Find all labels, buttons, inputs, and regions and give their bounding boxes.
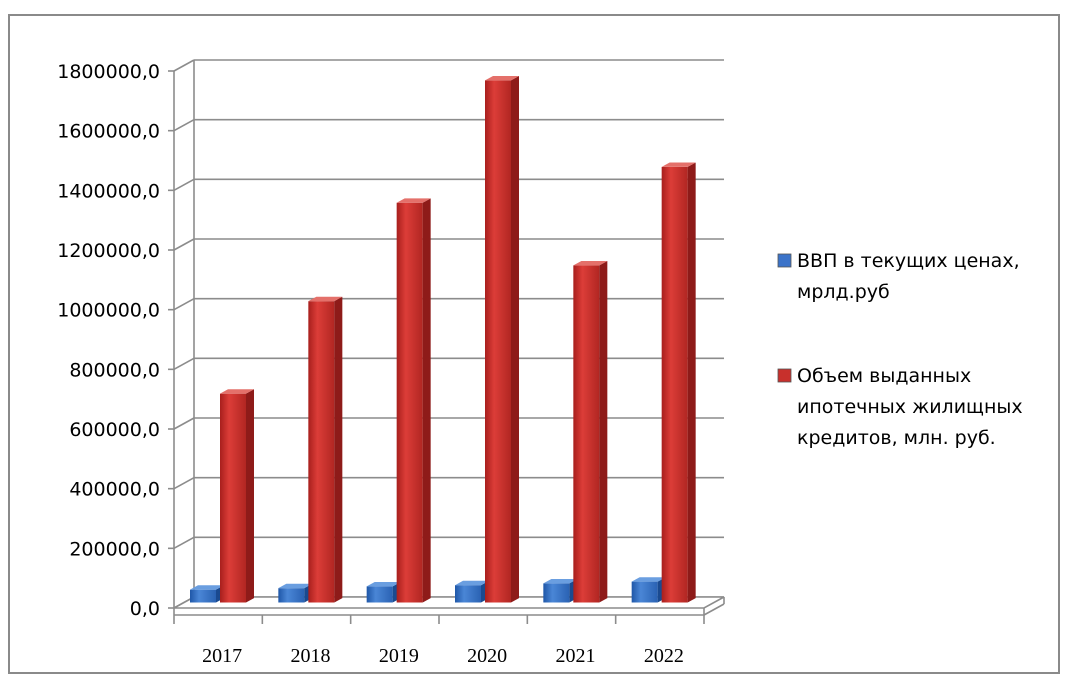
bar-top bbox=[543, 579, 578, 584]
x-tick-label: 2019 bbox=[379, 645, 419, 667]
bar-front bbox=[278, 588, 305, 603]
y-tick-label: 200000,0 bbox=[69, 538, 160, 560]
gridline-depth bbox=[173, 118, 195, 132]
bar-gdp bbox=[190, 585, 224, 603]
bar-top bbox=[366, 581, 401, 587]
bar-gdp bbox=[543, 579, 578, 603]
bar-mortgage bbox=[573, 260, 608, 603]
bar-top bbox=[573, 260, 608, 266]
bar-front bbox=[396, 202, 423, 603]
y-tick-label: 1200000,0 bbox=[57, 240, 160, 262]
gridline-depth bbox=[173, 357, 195, 371]
legend-label: мрлд.руб bbox=[797, 281, 890, 303]
x-tick-label: 2020 bbox=[467, 645, 507, 667]
bars bbox=[190, 76, 696, 603]
bar-front bbox=[661, 166, 688, 603]
legend-item-mortgage: Объем выданных ипотечных жилищных кредитов… bbox=[777, 365, 1023, 449]
legend-item-gdp: ВВП в текущих ценах, мрлд.руб bbox=[777, 250, 1020, 303]
bar-front bbox=[485, 80, 511, 603]
x-tick-label: 2017 bbox=[202, 645, 242, 667]
bar-gdp bbox=[366, 581, 401, 603]
bar-top bbox=[455, 580, 489, 586]
bar-front bbox=[366, 586, 393, 603]
y-tick-label: 400000,0 bbox=[69, 479, 160, 501]
gridline-depth bbox=[173, 476, 195, 490]
gridline-depth bbox=[173, 297, 195, 311]
bar-front bbox=[455, 585, 481, 603]
legend-swatch bbox=[777, 368, 792, 383]
bar-mortgage bbox=[661, 162, 696, 603]
bar-gdp bbox=[278, 583, 313, 603]
tick-labels: 0,0 200000,0 400000,0 600000,0 800000,0 10000… bbox=[57, 61, 684, 667]
x-axis-edge bbox=[703, 603, 725, 616]
y-tick-label: 1000000,0 bbox=[57, 300, 160, 322]
bar-top bbox=[485, 76, 519, 81]
bar-mortgage bbox=[396, 198, 431, 603]
y-tick-label: 1400000,0 bbox=[57, 180, 160, 202]
bar-mortgage bbox=[308, 296, 343, 603]
bar-top bbox=[278, 583, 313, 589]
bar-mortgage bbox=[485, 76, 519, 603]
bar-top bbox=[396, 198, 431, 203]
x-tick-label: 2022 bbox=[644, 645, 684, 667]
y-tick-label: 1800000,0 bbox=[57, 61, 160, 83]
bar-top bbox=[190, 585, 224, 590]
bar-top bbox=[220, 389, 254, 394]
legend-label: кредитов, млн. руб. bbox=[797, 427, 996, 449]
bar-mortgage bbox=[220, 389, 254, 603]
bar-top bbox=[631, 577, 666, 582]
bar-side bbox=[511, 76, 519, 603]
bar-front bbox=[543, 583, 570, 603]
legend-swatch bbox=[777, 253, 792, 268]
y-tick-label: 600000,0 bbox=[69, 419, 160, 441]
legend-label: ипотечных жилищных bbox=[797, 396, 1023, 418]
bar-gdp bbox=[455, 580, 489, 603]
bar-front bbox=[631, 581, 658, 603]
gridline-depth bbox=[173, 59, 195, 72]
bar-top bbox=[661, 162, 696, 167]
chart-frame bbox=[8, 14, 1060, 674]
bar-side bbox=[422, 198, 431, 603]
bar-top bbox=[308, 296, 343, 302]
legend-label: Объем выданных bbox=[797, 365, 971, 387]
y-tick-label: 800000,0 bbox=[69, 359, 160, 381]
bar-front bbox=[573, 265, 600, 603]
legend: ВВП в текущих ценах, мрлд.руб Объем выданн… bbox=[777, 250, 1023, 449]
gridline-depth bbox=[173, 178, 195, 192]
legend-label: ВВП в текущих ценах, bbox=[797, 250, 1020, 272]
gridline-depth bbox=[173, 238, 195, 251]
bar-side bbox=[599, 260, 608, 603]
bar-gdp bbox=[631, 577, 666, 603]
bar-side bbox=[334, 296, 343, 603]
bar-front bbox=[190, 589, 216, 603]
gridline-depth bbox=[173, 536, 195, 550]
gridline-depth bbox=[173, 417, 195, 430]
x-tick-label: 2021 bbox=[556, 645, 596, 667]
bar-side bbox=[246, 389, 254, 603]
y-tick-label: 0,0 bbox=[130, 598, 160, 620]
y-tick-label: 1600000,0 bbox=[57, 121, 160, 143]
bar-front bbox=[308, 301, 335, 603]
bar-side bbox=[687, 162, 696, 603]
bar-front bbox=[220, 393, 246, 603]
x-tick-label: 2018 bbox=[291, 645, 331, 667]
gridlines bbox=[173, 59, 724, 609]
